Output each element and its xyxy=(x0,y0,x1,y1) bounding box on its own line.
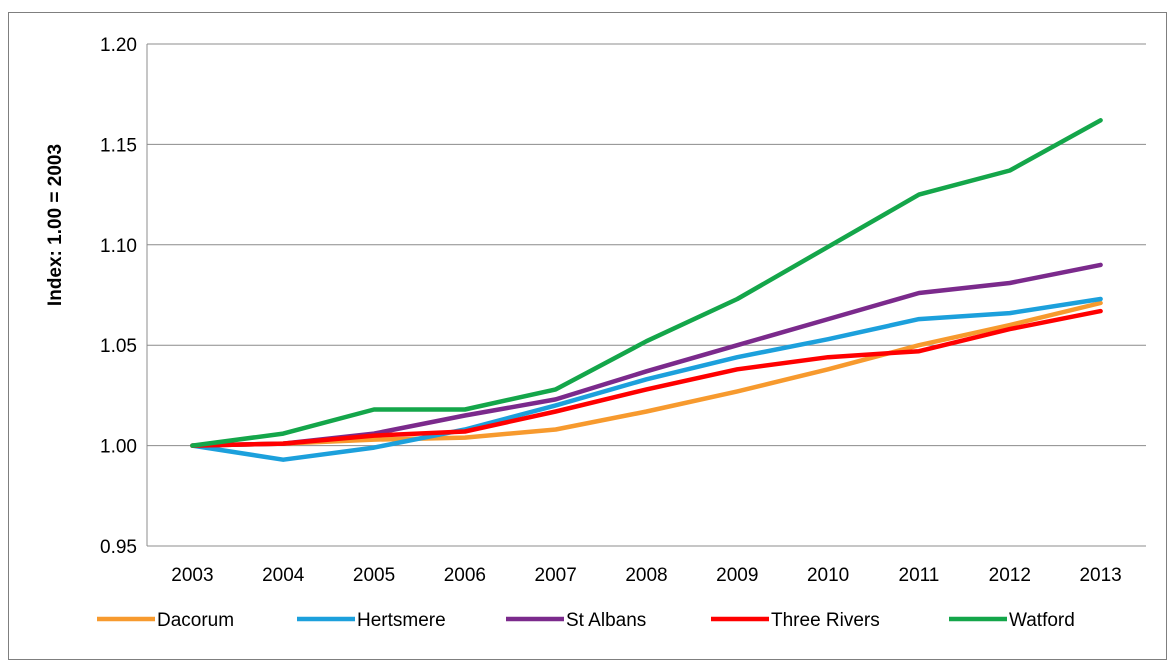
y-tick-label: 1.10 xyxy=(100,236,137,257)
x-tick-label: 2004 xyxy=(262,565,305,586)
clipped-caption-strip xyxy=(0,0,1175,12)
y-tick-label: 0.95 xyxy=(100,537,137,558)
series-lines xyxy=(190,118,1103,462)
axes: 0.95 1.00 1.05 1.10 1.15 1.20 2003 2004 2005 2006… xyxy=(100,35,1122,586)
line-chart: 0.95 1.00 1.05 1.10 1.15 1.20 2003 2004 2005 2006… xyxy=(45,35,1146,631)
x-tick-label: 2011 xyxy=(899,565,940,586)
y-tick-label: 1.15 xyxy=(100,135,137,156)
y-axis-title: Index: 1.00 = 2003 xyxy=(45,144,66,306)
x-tick-label: 2009 xyxy=(716,565,758,586)
y-tick-label: 1.00 xyxy=(100,437,137,458)
legend-label-hertsmere: Hertsmere xyxy=(357,610,446,631)
y-tick-label: 1.20 xyxy=(100,35,137,56)
series-line-dacorum xyxy=(190,300,1103,448)
x-tick-label: 2013 xyxy=(1079,565,1121,586)
chart-frame: 0.95 1.00 1.05 1.10 1.15 1.20 2003 2004 2005 2006… xyxy=(8,12,1167,660)
legend-label-watford: Watford xyxy=(1009,610,1075,631)
x-tick-label: 2012 xyxy=(989,565,1031,586)
x-tick-label: 2010 xyxy=(807,565,849,586)
y-tick-label: 1.05 xyxy=(100,336,137,357)
x-tick-label: 2007 xyxy=(535,565,577,586)
legend-label-three-rivers: Three Rivers xyxy=(771,610,880,631)
series-line-hertsmere xyxy=(190,296,1103,462)
legend-label-dacorum: Dacorum xyxy=(157,610,234,631)
series-line-three-rivers xyxy=(190,308,1103,448)
x-tick-label: 2008 xyxy=(625,565,667,586)
series-line-watford xyxy=(190,118,1103,448)
x-tick-label: 2006 xyxy=(444,565,486,586)
legend: Dacorum Hertsmere St Albans Three Rivers Wat… xyxy=(97,610,1075,631)
x-tick-label: 2003 xyxy=(171,565,213,586)
x-tick-label: 2005 xyxy=(353,565,395,586)
gridlines xyxy=(147,43,1146,547)
legend-label-st-albans: St Albans xyxy=(566,610,646,631)
series-line-st-albans xyxy=(190,262,1103,448)
